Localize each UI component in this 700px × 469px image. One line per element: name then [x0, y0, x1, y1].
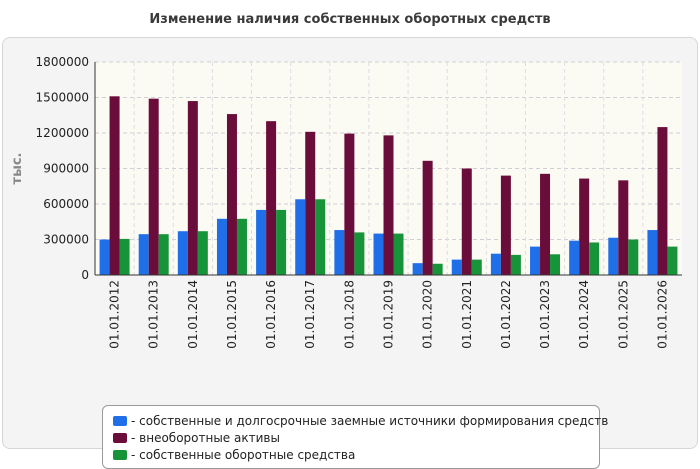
bar [119, 238, 130, 275]
bar [305, 131, 316, 275]
bar [471, 259, 482, 275]
bar [540, 173, 551, 275]
x-tick-label: 01.01.2023 [538, 280, 552, 349]
y-tick-label: 900000 [43, 162, 89, 176]
bar-chart: 0 300000 600000 900000 1200000 1500000 1800000… [10, 55, 682, 349]
x-tick-label: 01.01.2026 [655, 280, 669, 349]
bar [226, 114, 237, 275]
bar [197, 231, 208, 275]
chart-panel: 0 300000 600000 900000 1200000 1500000 1800000… [2, 37, 698, 469]
bar [530, 246, 541, 275]
bar [236, 218, 247, 275]
x-tick-label: 01.01.2022 [499, 280, 513, 349]
bar [647, 230, 658, 275]
bar [216, 218, 227, 275]
bar [109, 96, 120, 275]
bar [451, 259, 462, 275]
bar [99, 239, 110, 275]
legend-swatch [113, 432, 127, 443]
bar [276, 209, 287, 275]
legend-item: - собственные оборотные средства [113, 446, 589, 463]
bar [579, 178, 590, 275]
x-tick-label: 01.01.2025 [616, 280, 630, 349]
x-tick-label: 01.01.2020 [421, 280, 435, 349]
y-tick-label: 1500000 [36, 91, 89, 105]
bar [490, 253, 501, 275]
bar [500, 175, 511, 275]
bar [589, 242, 600, 275]
bar [256, 209, 267, 275]
x-tick-label: 01.01.2018 [342, 280, 356, 349]
legend-label: - внеоборотные активы [131, 430, 280, 445]
bar [187, 101, 198, 275]
y-tick-label: 1200000 [36, 126, 89, 140]
chart-title: Изменение наличия собственных оборотных … [149, 12, 551, 27]
bar [138, 234, 149, 275]
bar [334, 230, 345, 275]
bar [393, 233, 404, 275]
bar [667, 246, 678, 275]
x-tick-label: 01.01.2014 [186, 280, 200, 349]
legend-item: - внеоборотные активы [113, 429, 589, 446]
chart-legend: - собственные и долгосрочные заемные ист… [102, 405, 608, 469]
bar [628, 239, 639, 275]
bar [657, 127, 668, 275]
x-tick-label: 01.01.2012 [108, 280, 122, 349]
legend-swatch [113, 415, 127, 426]
legend-item: - собственные и долгосрочные заемные ист… [113, 412, 608, 429]
y-axis-label: тыс. [10, 153, 25, 185]
y-tick-label: 1800000 [36, 55, 89, 69]
bar [461, 168, 472, 275]
x-tick-label: 01.01.2017 [303, 280, 317, 349]
x-tick-label: 01.01.2021 [460, 280, 474, 349]
bar [550, 254, 561, 275]
bar [295, 199, 306, 275]
bar [422, 160, 433, 275]
bar [618, 180, 629, 275]
bar [344, 133, 355, 275]
y-tick-label: 300000 [43, 233, 89, 247]
bar [412, 263, 423, 275]
bar [373, 233, 384, 275]
bar [148, 98, 159, 275]
bar [315, 199, 326, 275]
y-tick-label: 0 [81, 268, 89, 282]
bar [383, 135, 394, 275]
bar [608, 237, 619, 275]
x-tick-label: 01.01.2024 [577, 280, 591, 349]
x-tick-label: 01.01.2016 [264, 280, 278, 349]
y-tick-label: 600000 [43, 197, 89, 211]
bar [432, 263, 443, 275]
legend-swatch [113, 449, 127, 460]
x-tick-label: 01.01.2019 [382, 280, 396, 349]
x-tick-label: 01.01.2013 [147, 280, 161, 349]
bar [569, 240, 580, 275]
bar [354, 232, 365, 275]
bar [177, 231, 188, 275]
legend-label: - собственные и долгосрочные заемные ист… [131, 413, 609, 428]
bar [510, 254, 521, 275]
x-tick-label: 01.01.2015 [225, 280, 239, 349]
bar [266, 121, 277, 276]
bar [158, 234, 169, 275]
